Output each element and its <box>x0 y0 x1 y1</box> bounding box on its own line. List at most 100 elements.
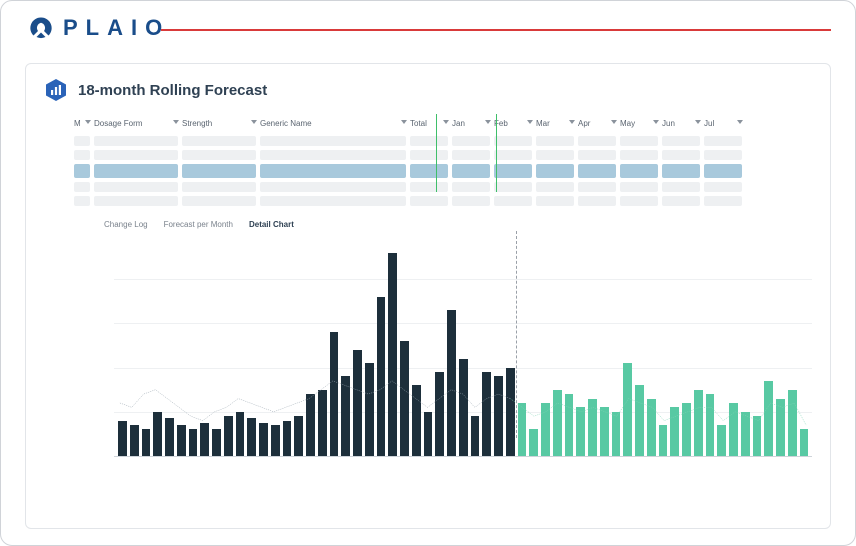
bar <box>764 381 773 456</box>
table-cell <box>94 196 178 206</box>
table-cell <box>578 136 616 146</box>
bar <box>247 418 256 456</box>
bar <box>588 399 597 456</box>
column-header-m[interactable]: M <box>74 119 94 128</box>
column-header-may[interactable]: May <box>620 119 662 128</box>
chart-hex-icon <box>44 78 68 102</box>
app-frame: PLAIO 18-month Rolling Forecast MDosage … <box>0 0 856 546</box>
bar <box>576 407 585 456</box>
table-row[interactable] <box>74 196 812 206</box>
table-cell <box>260 136 406 146</box>
table-row[interactable] <box>74 150 812 160</box>
tab-detail-chart[interactable]: Detail Chart <box>249 220 294 229</box>
column-label: Jan <box>452 119 465 128</box>
bar <box>177 425 186 456</box>
bar <box>224 416 233 456</box>
table-cell <box>704 182 742 192</box>
chevron-down-icon <box>400 120 406 126</box>
column-header-generic-name[interactable]: Generic Name <box>260 119 410 128</box>
column-header-feb[interactable]: Feb <box>494 119 536 128</box>
tab-change-log[interactable]: Change Log <box>104 220 148 229</box>
column-header-total[interactable]: Total <box>410 119 452 128</box>
bar <box>682 403 691 456</box>
table-header-row: MDosage Form StrengthGeneric Name TotalJan… <box>74 114 812 132</box>
plaio-logo-icon <box>29 16 53 40</box>
bar <box>753 416 762 456</box>
column-header-apr[interactable]: Apr <box>578 119 620 128</box>
table-cell <box>662 164 700 178</box>
chevron-down-icon <box>84 120 90 126</box>
bar <box>424 412 433 456</box>
table-cell <box>182 182 256 192</box>
brand-bar: PLAIO <box>1 1 855 51</box>
bar <box>212 429 221 456</box>
table-cell <box>704 136 742 146</box>
brand-rule <box>161 29 831 31</box>
bar <box>776 399 785 456</box>
chevron-down-icon <box>172 120 178 126</box>
bar <box>541 403 550 456</box>
table-row[interactable] <box>74 136 812 146</box>
table-cell <box>536 164 574 178</box>
bar <box>647 399 656 456</box>
bar <box>623 363 632 456</box>
table-cell <box>578 164 616 178</box>
bar <box>283 421 292 456</box>
column-label: Mar <box>536 119 550 128</box>
column-header-dosage-form[interactable]: Dosage Form <box>94 119 182 128</box>
chevron-down-icon <box>568 120 574 126</box>
brand-name: PLAIO <box>63 15 170 41</box>
table-cell <box>260 196 406 206</box>
table-cell <box>494 150 532 160</box>
table-cell <box>260 150 406 160</box>
column-header-jan[interactable]: Jan <box>452 119 494 128</box>
column-header-strength[interactable]: Strength <box>182 119 260 128</box>
chevron-down-icon <box>694 120 700 126</box>
column-highlight-left <box>436 114 437 192</box>
bar <box>130 425 139 456</box>
table-cell <box>620 164 658 178</box>
table-cell <box>620 136 658 146</box>
table-cell <box>410 136 448 146</box>
column-header-jul[interactable]: Jul <box>704 119 746 128</box>
bar <box>412 385 421 456</box>
column-label: Generic Name <box>260 119 312 128</box>
column-label: Jun <box>662 119 675 128</box>
bar <box>482 372 491 456</box>
bar <box>271 425 280 456</box>
table-row[interactable] <box>74 164 812 178</box>
table-cell <box>494 136 532 146</box>
bar <box>459 359 468 456</box>
table-cell <box>94 136 178 146</box>
table-cell <box>536 150 574 160</box>
bar <box>294 416 303 456</box>
card-header: 18-month Rolling Forecast <box>44 78 812 102</box>
column-label: May <box>620 119 635 128</box>
bar <box>635 385 644 456</box>
bar <box>318 390 327 456</box>
table-cell <box>578 182 616 192</box>
table-cell <box>494 164 532 178</box>
bar <box>612 412 621 456</box>
bar <box>377 297 386 456</box>
table-cell <box>494 182 532 192</box>
table-cell <box>410 150 448 160</box>
table-cell <box>182 136 256 146</box>
chevron-down-icon <box>736 120 742 126</box>
column-highlight-right <box>496 114 497 192</box>
bar <box>706 394 715 456</box>
bar <box>341 376 350 456</box>
tab-forecast-per-month[interactable]: Forecast per Month <box>164 220 233 229</box>
table-cell <box>410 164 448 178</box>
column-header-mar[interactable]: Mar <box>536 119 578 128</box>
bar <box>447 310 456 456</box>
table-row[interactable] <box>74 182 812 192</box>
bar <box>142 429 151 456</box>
bar <box>353 350 362 456</box>
column-label: Dosage Form <box>94 119 142 128</box>
y-tick <box>74 398 106 405</box>
bar <box>694 390 703 456</box>
column-header-jun[interactable]: Jun <box>662 119 704 128</box>
bar <box>529 429 538 456</box>
bar <box>600 407 609 456</box>
